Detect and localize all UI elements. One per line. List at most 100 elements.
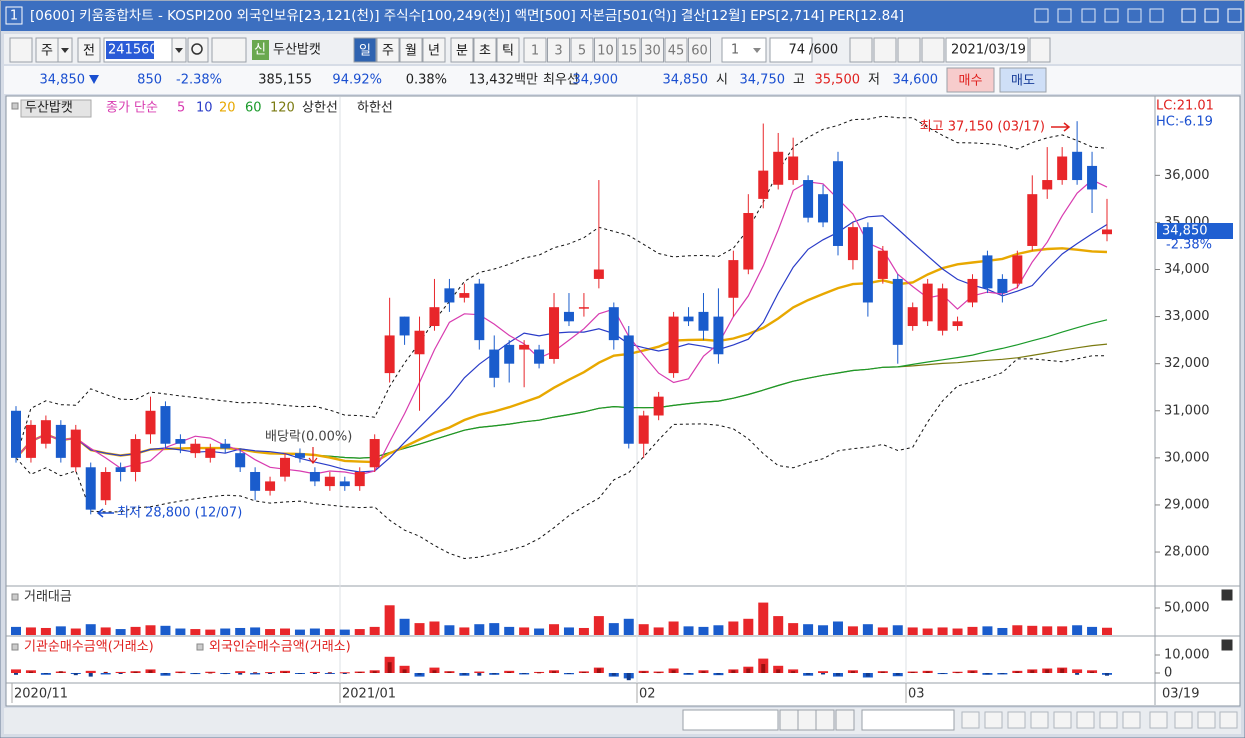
button-label[interactable]: 틱: [502, 44, 514, 59]
button-label[interactable]: 년: [428, 44, 440, 59]
netbuy-bar: [115, 671, 126, 673]
title-icon[interactable]: [1081, 8, 1096, 23]
button-label[interactable]: 일: [359, 44, 371, 59]
last-price: 34,850: [1162, 224, 1208, 239]
tool-button[interactable]: [849, 37, 873, 63]
scroll-track[interactable]: [682, 709, 779, 731]
button[interactable]: [353, 37, 377, 63]
button-label[interactable]: 매수: [959, 74, 983, 89]
down-arrow: [89, 75, 99, 84]
badge: [252, 40, 269, 60]
button-label[interactable]: 15: [621, 44, 638, 59]
button-label[interactable]: 30: [644, 44, 661, 59]
volume-bar: [608, 623, 619, 635]
date-input[interactable]: [945, 37, 1029, 63]
button[interactable]: [617, 37, 641, 63]
scroll-button[interactable]: [779, 709, 799, 731]
title-icon[interactable]: [1034, 8, 1049, 23]
tool-icon[interactable]: [1122, 711, 1141, 729]
scroll-button[interactable]: [797, 709, 817, 731]
button[interactable]: [496, 37, 520, 63]
button[interactable]: [422, 37, 446, 63]
zoom-slider[interactable]: [861, 709, 955, 731]
window-control[interactable]: [1227, 8, 1242, 23]
tool-icon[interactable]: [1030, 711, 1049, 729]
button-label[interactable]: 분: [456, 44, 468, 59]
button-label[interactable]: 3: [554, 44, 562, 59]
window-control[interactable]: [1181, 8, 1196, 23]
count-input[interactable]: [769, 37, 813, 63]
tool-icon[interactable]: [984, 711, 1003, 729]
legend-ma: 120: [270, 101, 295, 116]
y-tick-label: 0: [1164, 666, 1172, 681]
button-label[interactable]: 전: [83, 44, 95, 59]
upper-band: [15, 115, 1108, 459]
button[interactable]: [473, 37, 497, 63]
button[interactable]: [641, 37, 664, 63]
title-icon[interactable]: [1127, 8, 1142, 23]
window-control[interactable]: [1204, 8, 1219, 23]
panel-close[interactable]: [1221, 589, 1233, 601]
sound-button[interactable]: [211, 37, 247, 63]
title-icon[interactable]: [1149, 8, 1164, 23]
candle-body: [70, 429, 81, 468]
button[interactable]: [688, 37, 711, 63]
button[interactable]: [999, 67, 1047, 93]
scroll-button[interactable]: [835, 709, 855, 731]
window-title: [0600] 키움종합차트 - KOSPI200 외국인보유[23,121(천)…: [30, 8, 904, 24]
tool-button[interactable]: [873, 37, 897, 63]
tool-icon[interactable]: [1053, 711, 1072, 729]
tool-icon[interactable]: [1197, 711, 1216, 729]
tool-icon[interactable]: [1007, 711, 1026, 729]
button-label[interactable]: 60: [691, 44, 708, 59]
button[interactable]: [399, 37, 423, 63]
netbuy-bar: [835, 673, 840, 676]
netbuy-bar: [178, 672, 183, 674]
candle-body: [354, 471, 365, 487]
button-label[interactable]: 5: [578, 44, 586, 59]
button[interactable]: [376, 37, 400, 63]
button-label[interactable]: 월: [405, 44, 417, 59]
candle-body: [1072, 151, 1083, 181]
tool-button[interactable]: [897, 37, 921, 63]
tool-icon[interactable]: [1099, 711, 1118, 729]
button[interactable]: [946, 67, 995, 93]
button-label[interactable]: 1: [531, 44, 539, 59]
tool-icon[interactable]: [961, 711, 980, 729]
title-icon[interactable]: [1104, 8, 1119, 23]
tool-icon[interactable]: [1076, 711, 1095, 729]
candle-body: [698, 311, 709, 331]
tool-icon[interactable]: [1174, 711, 1193, 729]
quote-price: 34,850: [40, 73, 86, 88]
button-label[interactable]: 주: [41, 44, 53, 59]
button[interactable]: [594, 37, 617, 63]
title-icon[interactable]: [1057, 8, 1072, 23]
button[interactable]: [664, 37, 688, 63]
button[interactable]: [570, 37, 594, 63]
legend-upper: 상한선: [302, 101, 338, 116]
button-label[interactable]: 매도: [1011, 74, 1035, 89]
button-label[interactable]: 주: [382, 44, 394, 59]
button[interactable]: [450, 37, 474, 63]
tool-icon[interactable]: [1219, 711, 1238, 729]
icon-button[interactable]: [9, 37, 33, 63]
button[interactable]: [77, 37, 101, 63]
netbuy-bar: [28, 671, 33, 673]
calendar-button[interactable]: [1029, 37, 1051, 63]
candle-body: [982, 255, 993, 289]
search-button[interactable]: [187, 37, 209, 63]
tool-icon[interactable]: [1149, 711, 1168, 729]
netbuy-bar: [970, 671, 975, 673]
candle-body: [444, 288, 455, 303]
tool-button[interactable]: [921, 37, 945, 63]
button-label[interactable]: 초: [479, 44, 491, 59]
multiplier-input[interactable]: [721, 37, 767, 63]
scroll-button[interactable]: [815, 709, 835, 731]
button[interactable]: [547, 37, 570, 63]
button-label[interactable]: 45: [668, 44, 685, 59]
legend-ma: 10: [196, 101, 213, 116]
volume-bar: [265, 629, 276, 635]
button[interactable]: [523, 37, 547, 63]
button-label[interactable]: 10: [597, 44, 614, 59]
panel-close[interactable]: [1221, 639, 1233, 651]
